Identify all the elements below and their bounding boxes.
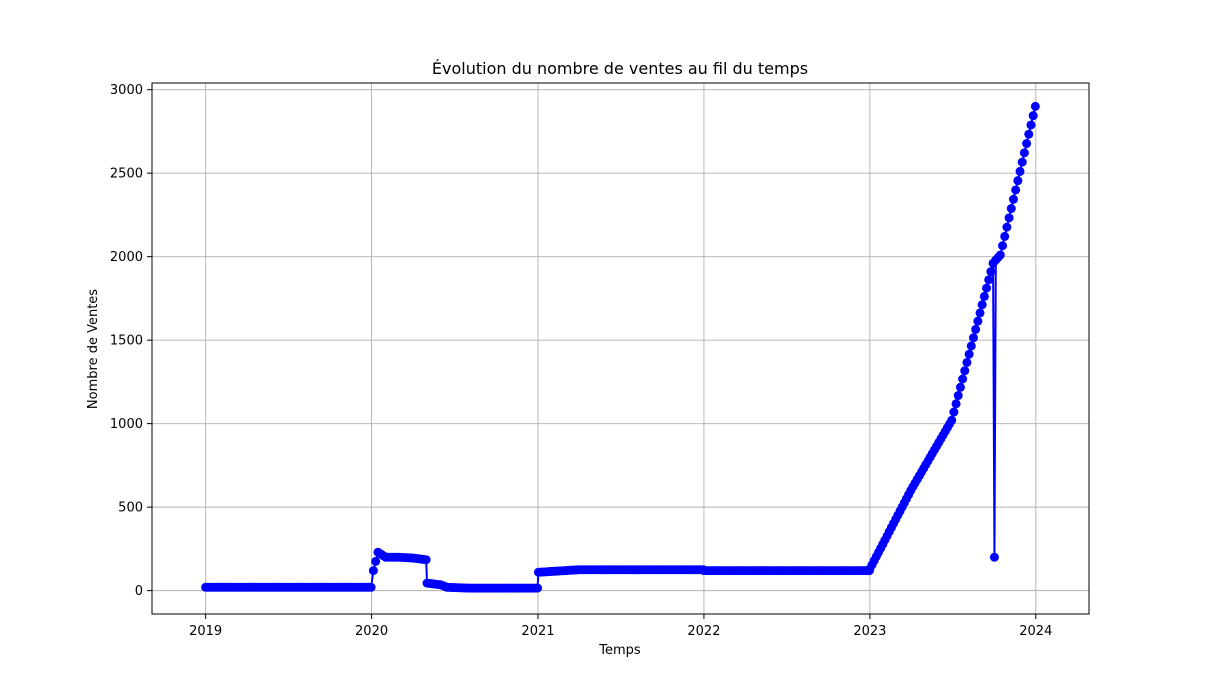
data-point	[1028, 111, 1038, 121]
data-point	[958, 374, 968, 384]
data-point	[947, 415, 957, 425]
grid	[152, 83, 1089, 614]
y-tick-label: 0	[135, 584, 143, 599]
data-point	[949, 407, 959, 417]
data-point	[1004, 213, 1014, 223]
data-point	[1022, 139, 1032, 149]
y-tick-label: 1500	[110, 334, 143, 349]
data-point	[1002, 222, 1012, 232]
data-point	[1006, 204, 1016, 214]
data-point	[955, 382, 965, 392]
data-point	[1000, 231, 1010, 241]
data-point	[953, 391, 963, 401]
y-axis-label: Nombre de Ventes	[86, 289, 101, 409]
x-tick-label: 2019	[189, 624, 222, 639]
data-point	[371, 556, 381, 566]
data-point	[960, 366, 970, 376]
data-point	[1024, 129, 1034, 139]
data-point	[964, 349, 974, 359]
data-point	[951, 399, 961, 409]
data-point	[962, 357, 972, 367]
x-tick-label: 2024	[1019, 624, 1052, 639]
data-point	[973, 316, 983, 326]
data-point	[533, 583, 543, 593]
y-tick-label: 3000	[110, 83, 143, 98]
plot-frame	[151, 82, 1090, 615]
data-point	[966, 341, 976, 351]
y-tick-label: 1000	[110, 417, 143, 432]
data-point	[421, 555, 431, 565]
data-point	[1019, 148, 1029, 158]
y-tick-label: 2000	[110, 250, 143, 265]
data-point	[979, 291, 989, 301]
data-point	[984, 275, 994, 285]
chart-title: Évolution du nombre de ventes au fil du …	[432, 59, 808, 78]
data-point	[368, 566, 378, 576]
data-point	[971, 324, 981, 334]
x-tick-label: 2020	[355, 624, 388, 639]
data-point	[1030, 101, 1040, 111]
data-point	[977, 300, 987, 310]
data-point	[998, 241, 1008, 251]
data-point	[1013, 176, 1023, 186]
axes: 2019 2020 2021 2022 2023 2024 0 500 1000 1500 2000…	[110, 82, 1090, 639]
x-tick-label: 2021	[521, 624, 554, 639]
x-tick-label: 2023	[853, 624, 886, 639]
data-point	[1017, 157, 1027, 167]
data-point	[1011, 185, 1021, 195]
data-point	[968, 333, 978, 343]
data-point	[982, 283, 992, 293]
x-tick-label: 2022	[687, 624, 720, 639]
data-point	[989, 552, 999, 562]
data-point	[1015, 166, 1025, 176]
data-point	[975, 308, 985, 318]
data-point	[366, 582, 376, 592]
data-point	[986, 267, 996, 277]
data-point	[995, 250, 1005, 260]
y-tick-label: 500	[118, 501, 143, 516]
data-point	[1026, 120, 1036, 130]
x-axis-label: Temps	[598, 643, 641, 658]
series-line	[201, 101, 1040, 593]
y-tick-label: 2500	[110, 167, 143, 182]
data-point	[1008, 194, 1018, 204]
